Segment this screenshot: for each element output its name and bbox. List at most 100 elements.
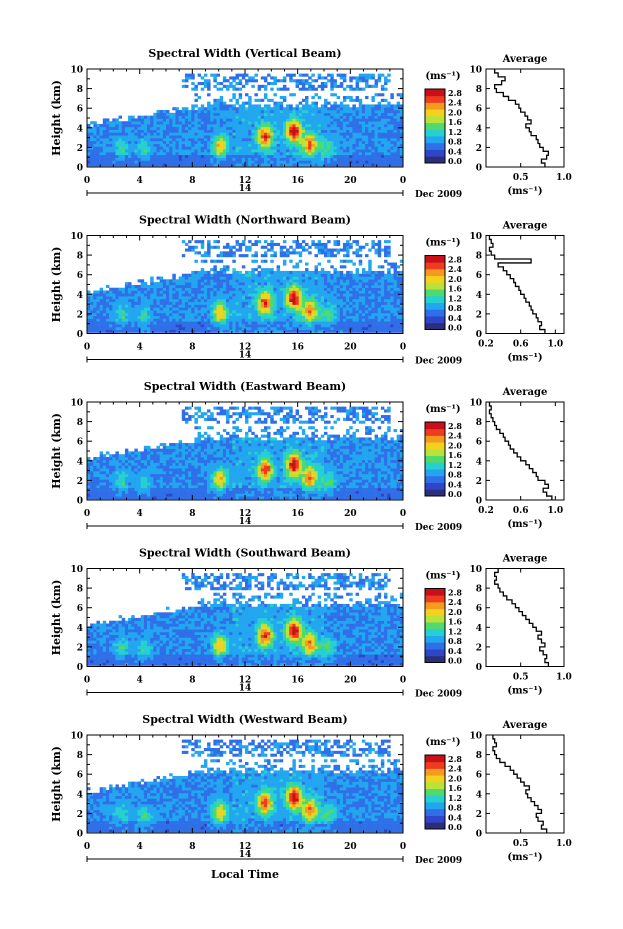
y-tick-label: 2 [77,310,83,320]
profile-y-tick-label: 10 [469,66,482,76]
x-tick-label: 20 [344,676,357,686]
colorbar-swatch [425,808,445,816]
x-tick-label: 0 [400,176,406,186]
colorbar-swatch [425,622,445,630]
colorbar-swatch [425,295,445,303]
colorbar-tick-label: 2.0 [448,440,462,450]
colorbar-tick-label: 2.0 [448,773,462,783]
profile-line [488,402,553,500]
colorbar-swatch [425,89,445,97]
colorbar-swatch [425,475,445,483]
colorbar-swatch [425,442,445,450]
colorbar-frame [424,588,446,663]
profile-y-tick-label: 8 [476,418,482,428]
profile-title: Average [502,720,548,731]
colorbar-tick-label: 0.4 [448,146,462,156]
day-label: 14 [239,351,252,361]
y-tick-label: 6 [77,271,83,281]
y-axis-label: Height (km) [50,247,63,323]
y-tick-label: 0 [77,663,83,673]
y-tick-label: 4 [77,124,83,134]
x-tick-label: 12 [239,676,252,686]
colorbar-tick-label: 0.0 [448,156,462,166]
profile-y-tick-label: 0 [476,330,482,340]
profile-y-tick-label: 4 [476,457,482,467]
colorbar-swatch [425,122,445,130]
profile-x-tick-label: 0.2 [478,506,494,516]
colorbar-swatch [425,655,445,663]
colorbar-unit: (ms⁻¹) [425,404,460,415]
colorbar-tick-label: 0.0 [448,656,462,666]
profile-y-tick-label: 6 [476,604,482,614]
x-tick-label: 20 [344,176,357,186]
profile-x-label: (ms⁻¹) [507,519,542,530]
y-tick-label: 0 [77,830,83,840]
x-tick-label: 12 [239,176,252,186]
x-tick-label: 20 [344,343,357,353]
colorbar-tick-label: 0.4 [448,646,462,656]
y-axis-label: Height (km) [50,413,63,489]
colorbar-tick-label: 0.4 [448,313,462,323]
y-tick-label: 2 [77,643,83,653]
profile-x-label: (ms⁻¹) [507,353,542,364]
colorbar-tick-label: 2.4 [448,764,462,774]
panel-3: Spectral Width (Eastward Beam) 0 2 4 6 8 10 Hei… [50,380,565,533]
colorbar-swatch [425,109,445,117]
colorbar-swatch [425,309,445,317]
x-tick-label: 0 [400,343,406,353]
x-tick-label: 12 [239,343,252,353]
x-tick-label: 16 [291,676,304,686]
y-tick-label: 10 [70,232,83,242]
colorbar-swatch [425,802,445,810]
profile-y-tick-label: 0 [476,497,482,507]
colorbar-swatch [425,115,445,124]
colorbar-swatch [425,255,445,263]
profile-y-tick-label: 2 [476,144,482,154]
y-tick-label: 8 [77,418,83,428]
profile-y-tick-label: 2 [476,310,482,320]
colorbar-unit: (ms⁻¹) [425,238,460,249]
profile-x-tick-label: 1.0 [556,173,572,183]
colorbar-tick-label: 2.4 [448,98,462,108]
day-label: 14 [239,684,252,694]
profile-y-tick-label: 0 [476,663,482,673]
y-tick-label: 8 [77,252,83,262]
x-tick-label: 8 [189,343,195,353]
x-tick-label: 0 [84,676,90,686]
colorbar-tick-label: 0.8 [448,137,462,147]
panel-1: Spectral Width (Vertical Beam) 0 2 4 6 8 10 Hei… [50,47,572,200]
x-tick-label: 20 [344,509,357,519]
profile-y-tick-label: 8 [476,85,482,95]
profile-x-label: (ms⁻¹) [507,686,542,697]
date-label: Dec 2009 [415,856,462,866]
profile-line [494,69,550,167]
x-tick-label: 16 [291,842,304,852]
colorbar-swatch [425,795,445,803]
colorbar-tick-label: 0.8 [448,303,462,313]
colorbar-tick-label: 1.2 [448,293,462,303]
colorbar-tick-label: 2.0 [448,107,462,117]
profile-y-tick-label: 8 [476,751,482,761]
colorbar-swatch [425,302,445,310]
colorbar-tick-label: 1.6 [448,117,462,127]
profile-y-tick-label: 2 [476,477,482,487]
day-label: 14 [239,184,252,194]
colorbar-tick-label: 2.8 [448,754,462,764]
y-tick-label: 0 [77,164,83,174]
y-tick-label: 6 [77,105,83,115]
colorbar-swatch [425,628,445,636]
x-tick-label: 16 [291,176,304,186]
x-tick-label: 20 [344,842,357,852]
panel-title: Spectral Width (Eastward Beam) [144,380,346,393]
colorbar-swatch [425,149,445,157]
y-tick-label: 2 [77,810,83,820]
colorbar-swatch [425,275,445,283]
heatmap-field [87,240,404,333]
colorbar-frame [424,754,446,830]
profile-y-tick-label: 10 [469,399,482,409]
colorbar-tick-label: 0.4 [448,479,462,489]
profile-line [492,735,548,833]
y-tick-label: 10 [70,565,83,575]
profile-y-tick-label: 6 [476,771,482,781]
